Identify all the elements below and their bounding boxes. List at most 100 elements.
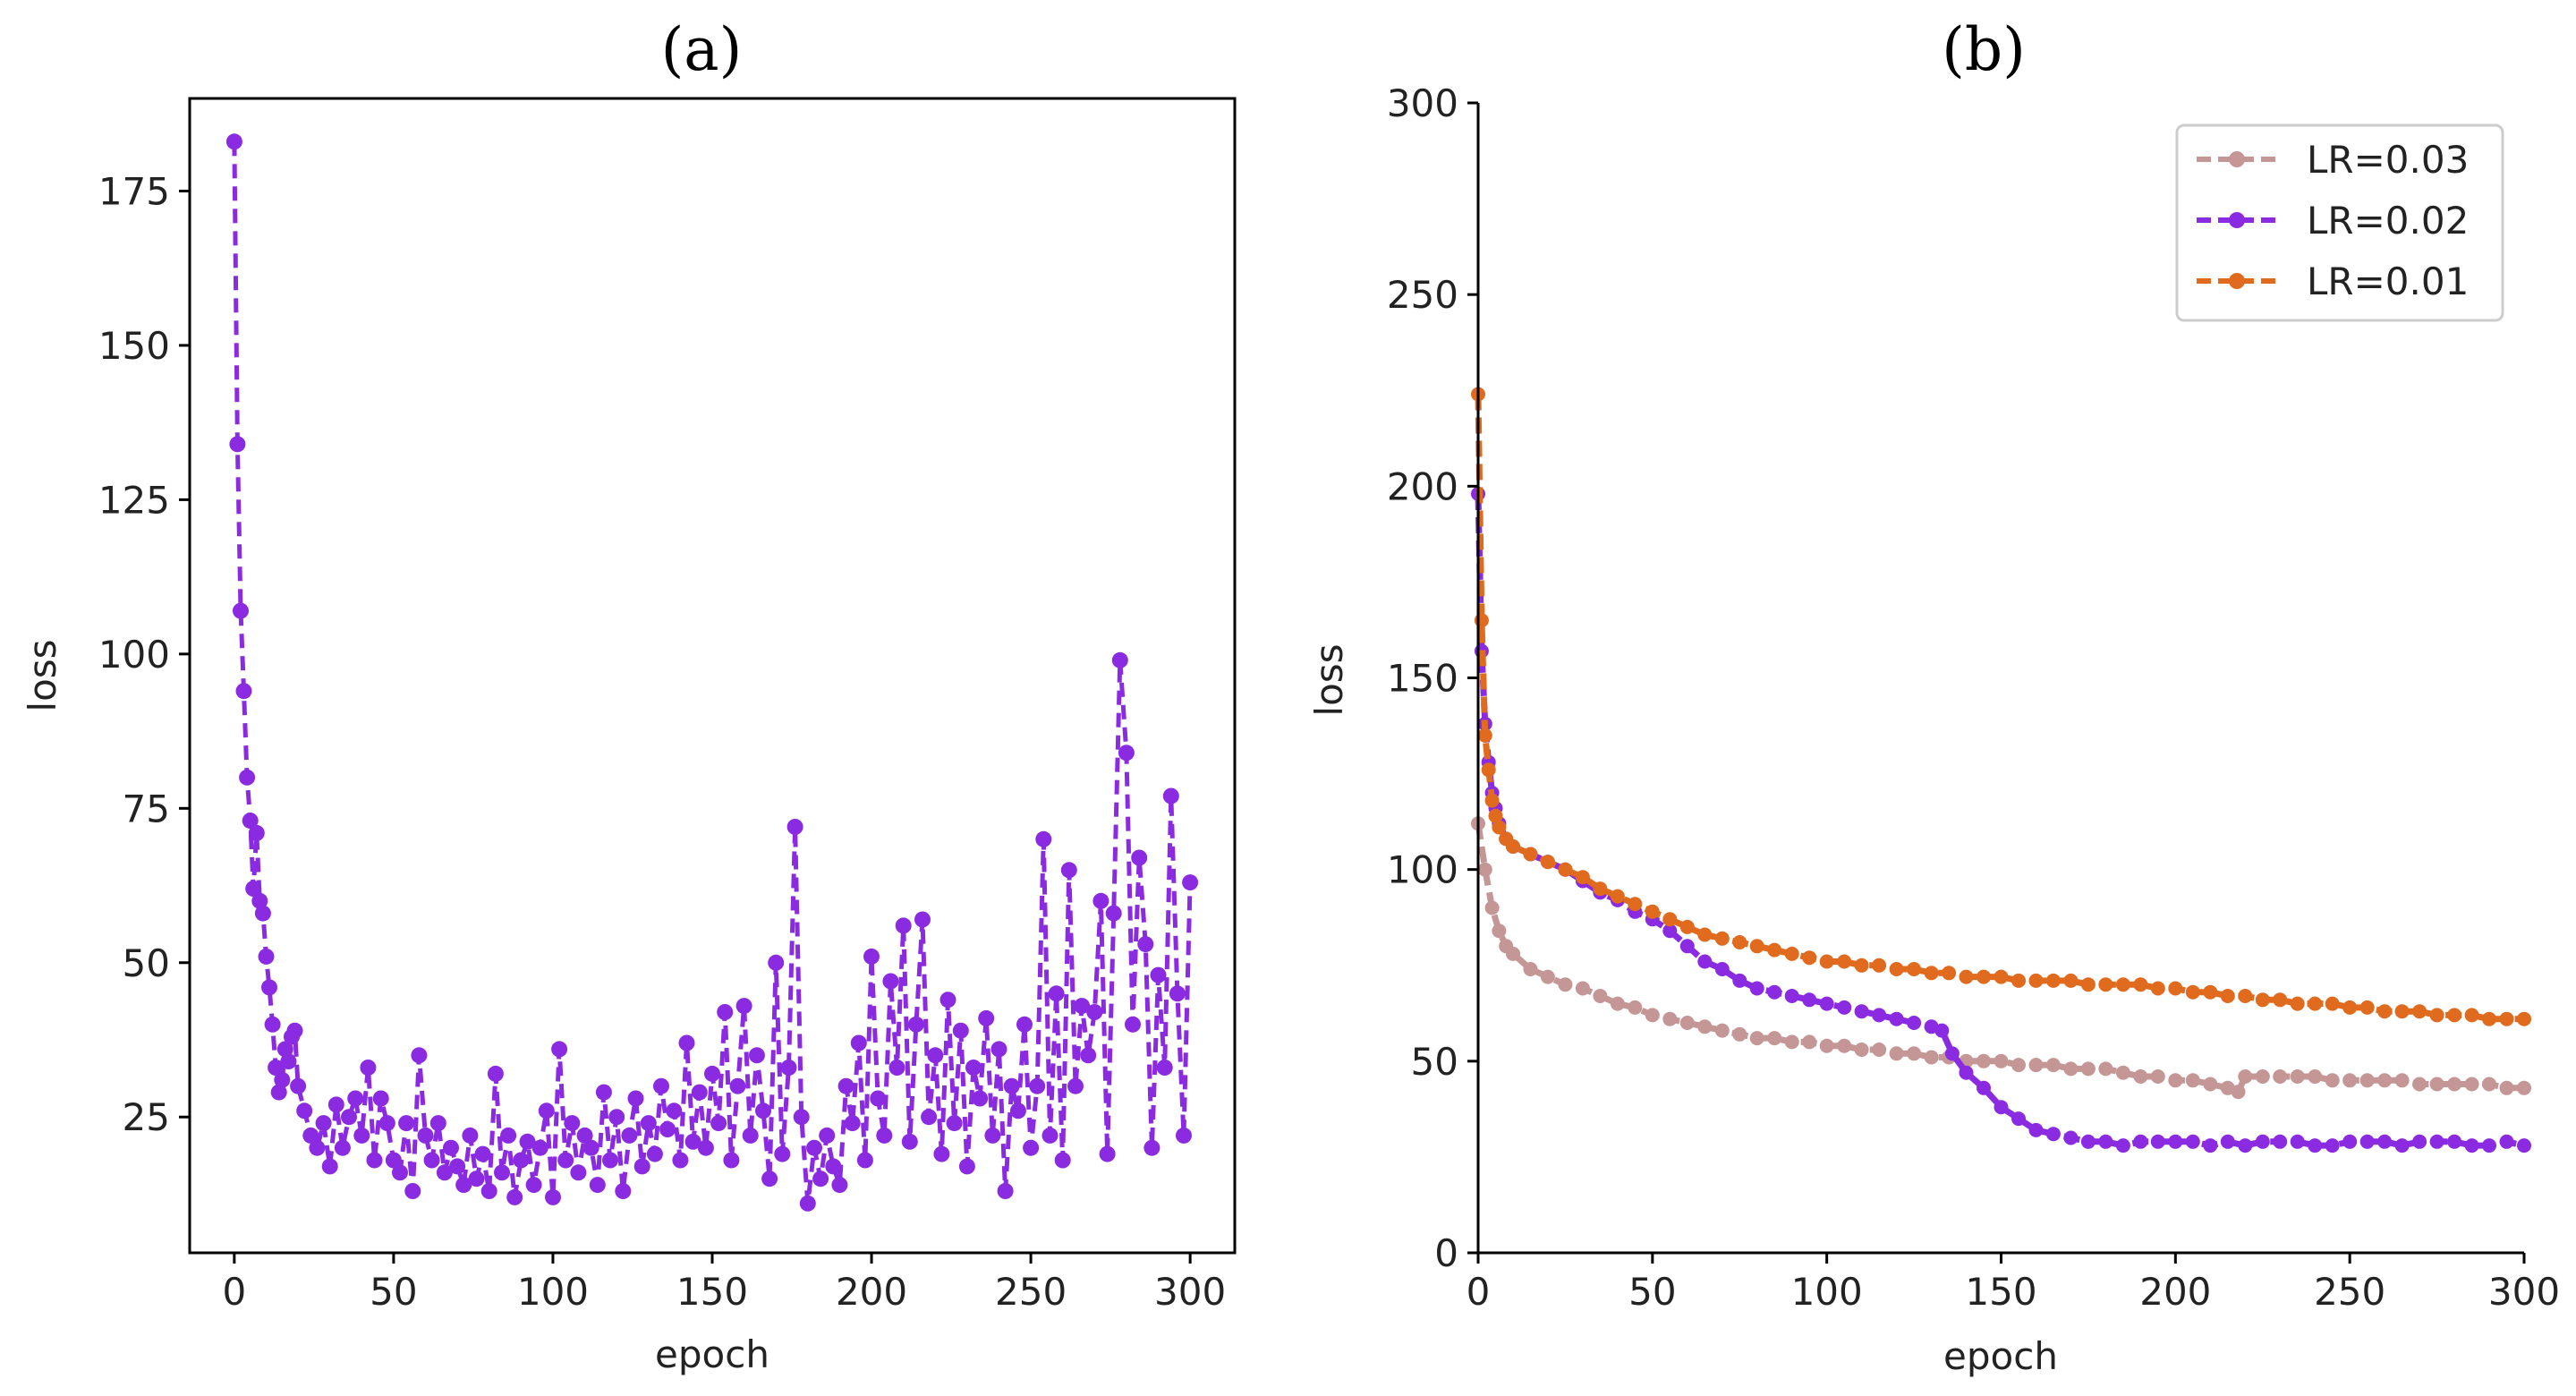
a-point-loss-95 — [768, 954, 785, 971]
a-point-loss-45 — [449, 1158, 466, 1175]
a-point-loss-143 — [1074, 998, 1091, 1015]
a-point-loss-108 — [850, 1034, 867, 1051]
b-point-lr-0-02-54 — [2290, 1134, 2305, 1149]
a-point-loss-28 — [341, 1109, 357, 1126]
panel-b-y-ticks: 0 50 100 150 200 250 300 — [1387, 81, 1478, 1275]
a-point-loss-149 — [1111, 651, 1128, 668]
legend-box — [2175, 123, 2504, 322]
a-point-loss-67 — [589, 1177, 606, 1194]
b-point-lr-0-02-41 — [2063, 1130, 2079, 1145]
a-point-loss-152 — [1131, 849, 1148, 866]
b-point-lr-0-01-48 — [2203, 984, 2218, 1000]
b-point-lr-0-01-11 — [1558, 862, 1573, 877]
a-point-loss-8 — [251, 892, 268, 909]
b-point-lr-0-02-21 — [1732, 973, 1747, 988]
b-point-lr-0-02-31 — [1907, 1016, 1922, 1030]
b-point-lr-0-03-27 — [1889, 1046, 1904, 1061]
b-point-lr-0-01-9 — [1523, 847, 1538, 862]
a-point-loss-14 — [270, 1084, 287, 1101]
b-point-lr-0-03-45 — [2203, 1077, 2218, 1092]
a-point-loss-96 — [774, 1145, 791, 1162]
a-point-loss-79 — [666, 1102, 683, 1119]
a-point-loss-59 — [538, 1102, 555, 1119]
a-point-loss-47 — [462, 1127, 479, 1144]
b-x-tick-label-50: 50 — [1628, 1270, 1676, 1314]
b-point-lr-0-03-10 — [1593, 989, 1608, 1003]
b-x-tick-label-300: 300 — [2488, 1270, 2560, 1314]
a-point-loss-128 — [978, 1009, 995, 1026]
a-point-loss-112 — [876, 1127, 893, 1144]
a-point-loss-15 — [274, 1071, 291, 1088]
b-y-tick-label-150: 150 — [1387, 657, 1458, 701]
a-point-loss-147 — [1099, 1145, 1116, 1162]
b-point-lr-0-01-36 — [1994, 969, 2009, 984]
b-point-lr-0-02-61 — [2412, 1134, 2427, 1149]
a-point-loss-60 — [545, 1188, 561, 1205]
a-point-loss-154 — [1143, 1139, 1160, 1156]
a-point-loss-22 — [302, 1127, 319, 1144]
b-point-lr-0-03-22 — [1802, 1034, 1817, 1050]
b-point-lr-0-01-40 — [2063, 973, 2079, 988]
b-x-tick-label-250: 250 — [2314, 1270, 2385, 1314]
b-point-lr-0-02-22 — [1749, 981, 1764, 996]
b-point-lr-0-03-2 — [1484, 900, 1500, 915]
b-point-lr-0-01-3 — [1481, 762, 1496, 778]
panel-a-y-axis-label: loss — [21, 639, 64, 711]
b-point-lr-0-03-16 — [1697, 1019, 1713, 1034]
a-point-loss-48 — [468, 1170, 485, 1187]
a-x-tick-label-150: 150 — [676, 1270, 748, 1314]
a-point-loss-58 — [531, 1139, 548, 1156]
b-point-lr-0-03-41 — [2133, 1069, 2148, 1084]
a-point-loss-117 — [907, 1016, 924, 1033]
b-point-lr-0-02-67 — [2517, 1138, 2531, 1153]
b-point-lr-0-02-33 — [1934, 1023, 1950, 1038]
b-point-lr-0-01-39 — [2045, 973, 2061, 988]
a-point-loss-135 — [1023, 1139, 1040, 1156]
a-point-loss-98 — [786, 819, 803, 835]
a-point-loss-88 — [723, 1152, 740, 1169]
b-point-lr-0-01-37 — [2011, 973, 2026, 988]
a-point-loss-90 — [735, 998, 752, 1015]
b-point-lr-0-01-38 — [2028, 973, 2044, 988]
a-point-loss-62 — [557, 1152, 574, 1169]
b-point-lr-0-03-13 — [1645, 1008, 1660, 1023]
b-point-lr-0-03-61 — [2464, 1077, 2479, 1092]
b-point-lr-0-02-39 — [2028, 1122, 2044, 1137]
b-x-tick-label-150: 150 — [1965, 1270, 2036, 1314]
b-point-lr-0-03-47 — [2231, 1085, 2246, 1100]
a-point-loss-118 — [914, 911, 931, 928]
a-point-loss-11 — [261, 979, 277, 996]
b-point-lr-0-01-19 — [1697, 927, 1713, 942]
a-point-loss-153 — [1137, 936, 1154, 953]
a-point-loss-9 — [254, 905, 271, 922]
b-point-lr-0-03-11 — [1610, 996, 1625, 1011]
b-point-lr-0-03-56 — [2377, 1073, 2393, 1088]
a-point-loss-106 — [837, 1077, 854, 1094]
b-point-lr-0-02-28 — [1854, 1004, 1869, 1019]
a-point-loss-84 — [697, 1139, 714, 1156]
a-point-loss-146 — [1092, 892, 1109, 909]
a-point-loss-136 — [1029, 1077, 1046, 1094]
a-x-tick-label-200: 200 — [836, 1270, 907, 1314]
panel-b-legend: LR=0.03 LR=0.02 LR=0.01 — [2175, 123, 2504, 322]
a-point-loss-13 — [268, 1060, 285, 1076]
a-point-loss-55 — [513, 1152, 530, 1169]
b-point-lr-0-01-43 — [2115, 977, 2130, 992]
b-point-lr-0-03-40 — [2115, 1065, 2130, 1080]
a-point-loss-26 — [327, 1096, 344, 1113]
a-point-loss-5 — [242, 813, 259, 830]
b-point-lr-0-02-57 — [2342, 1134, 2358, 1149]
a-point-loss-134 — [1016, 1016, 1033, 1033]
b-point-lr-0-02-38 — [2011, 1111, 2026, 1127]
a-point-loss-157 — [1162, 787, 1179, 804]
a-point-loss-69 — [602, 1152, 618, 1169]
b-point-lr-0-02-63 — [2447, 1134, 2462, 1149]
panel-b-x-ticks: 0 50 100 150 200 250 300 — [1467, 1253, 2560, 1314]
b-point-lr-0-02-58 — [2359, 1134, 2375, 1149]
b-y-tick-label-100: 100 — [1387, 848, 1458, 892]
b-point-lr-0-03-28 — [1907, 1046, 1922, 1061]
b-y-tick-label-250: 250 — [1387, 273, 1458, 317]
b-point-lr-0-02-17 — [1662, 924, 1678, 939]
b-point-lr-0-02-24 — [1784, 989, 1799, 1003]
b-point-lr-0-03-8 — [1558, 977, 1573, 992]
